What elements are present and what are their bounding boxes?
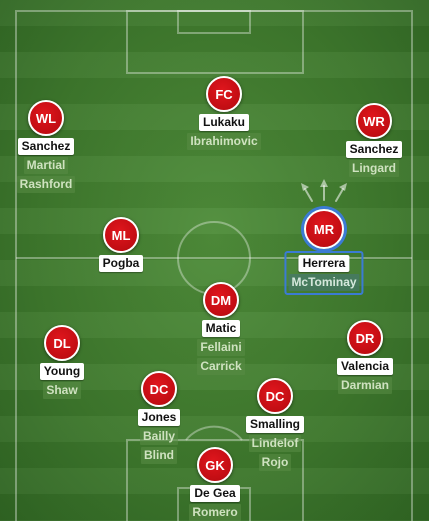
starter-name[interactable]: Jones xyxy=(137,409,181,426)
alternate-name[interactable]: Lindelof xyxy=(248,435,302,452)
position-badge[interactable]: GK xyxy=(197,447,233,483)
player-labels: Herrera McTominay xyxy=(284,251,364,295)
alternate-name[interactable]: Lingard xyxy=(349,160,399,177)
position-badge[interactable]: DM xyxy=(203,282,239,318)
alternate-name[interactable]: Romero xyxy=(189,504,241,521)
position-badge[interactable]: ML xyxy=(103,217,139,253)
starter-name[interactable]: De Gea xyxy=(190,485,240,502)
starter-name[interactable]: Sanchez xyxy=(17,138,75,155)
position-badge[interactable]: DL xyxy=(44,325,80,361)
player-labels: Matic Fellaini Carrick xyxy=(161,320,281,375)
starter-name[interactable]: Matic xyxy=(201,320,241,337)
starter-name[interactable]: Young xyxy=(39,363,85,380)
player-labels: Lukaku Ibrahimovic xyxy=(164,114,284,150)
starter-name[interactable]: Herrera xyxy=(298,255,350,272)
player-labels: Pogba xyxy=(61,255,181,272)
alternate-name[interactable]: Carrick xyxy=(197,358,245,375)
player-labels: Valencia Darmian xyxy=(305,358,425,394)
alternate-name[interactable]: Rojo xyxy=(258,454,292,471)
position-badge[interactable]: WL xyxy=(28,100,64,136)
position-badge[interactable]: DC xyxy=(141,371,177,407)
player-labels: Jones Bailly Blind xyxy=(99,409,219,464)
starter-name[interactable]: Lukaku xyxy=(198,114,249,131)
starter-name[interactable]: Smalling xyxy=(245,416,304,433)
starter-name[interactable]: Valencia xyxy=(336,358,394,375)
alternate-name[interactable]: Shaw xyxy=(43,382,81,399)
alternate-name[interactable]: Darmian xyxy=(337,377,393,394)
alternate-name[interactable]: Blind xyxy=(141,447,177,464)
player-labels: De Gea Romero xyxy=(155,485,275,521)
alternate-name[interactable]: Martial xyxy=(23,157,69,174)
alternate-name[interactable]: McTominay xyxy=(288,274,360,291)
player-labels: Sanchez Lingard xyxy=(314,141,429,177)
position-badge[interactable]: WR xyxy=(356,103,392,139)
position-badge[interactable]: DC xyxy=(257,378,293,414)
alternate-name[interactable]: Bailly xyxy=(139,428,178,445)
alternate-name[interactable]: Ibrahimovic xyxy=(187,133,261,150)
alternate-name[interactable]: Rashford xyxy=(16,176,76,193)
player-labels: Smalling Lindelof Rojo xyxy=(215,416,335,471)
starter-name[interactable]: Sanchez xyxy=(345,141,403,158)
position-badge[interactable]: FC xyxy=(206,76,242,112)
player-labels: Sanchez Martial Rashford xyxy=(0,138,106,193)
position-badge[interactable]: MR xyxy=(304,209,344,249)
starter-name[interactable]: Pogba xyxy=(98,255,144,272)
position-badge[interactable]: DR xyxy=(347,320,383,356)
player-labels: Young Shaw xyxy=(2,363,122,399)
alternate-name[interactable]: Fellaini xyxy=(197,339,245,356)
